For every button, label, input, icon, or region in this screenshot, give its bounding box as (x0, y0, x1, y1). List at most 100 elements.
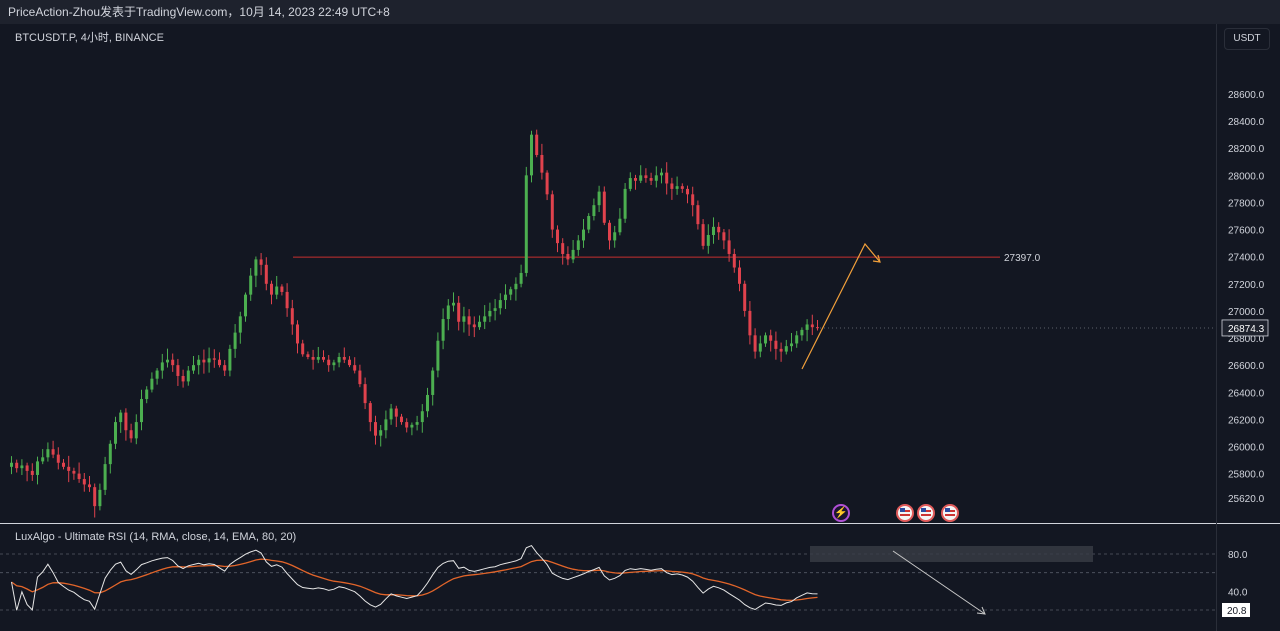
candle-body (623, 188, 627, 219)
candle-body (446, 305, 450, 320)
rsi-level-label: 80.0 (1228, 550, 1248, 561)
candle-body (701, 224, 705, 246)
candle-body (218, 359, 221, 366)
y-tick-label: 28200.0 (1228, 144, 1265, 155)
candle-body (171, 359, 175, 366)
y-tick-label: 25800.0 (1228, 470, 1265, 481)
current-price-label: 26874.3 (1228, 324, 1265, 335)
candle-body (727, 240, 731, 254)
y-tick-label: 25620.0 (1228, 494, 1265, 505)
candle-body (322, 357, 325, 360)
candle-body (192, 365, 195, 371)
candle-body (441, 319, 445, 341)
y-tick-label: 27600.0 (1228, 226, 1265, 237)
candle-body (384, 419, 388, 431)
candle-body (420, 411, 424, 423)
candle-body (285, 291, 289, 309)
candle-body (358, 370, 362, 385)
candle-body (540, 155, 544, 173)
candle-body (25, 465, 29, 471)
candle-body (301, 343, 305, 355)
us-flag-icon[interactable] (896, 504, 914, 522)
candle-body (660, 172, 663, 176)
rsi-pane: 80.0 40.0 20.8 (0, 544, 1250, 617)
candle-body (587, 216, 591, 230)
candle-body (488, 310, 492, 317)
candle-body (160, 362, 164, 371)
y-tick-label: 27200.0 (1228, 280, 1265, 291)
candle-body (280, 286, 284, 292)
candle-body (316, 357, 320, 360)
candle-body (628, 178, 632, 189)
candle-body (472, 324, 476, 328)
candle-body (166, 359, 169, 363)
us-flag-icon[interactable] (917, 504, 935, 522)
us-flag-icon[interactable] (941, 504, 959, 522)
candle-body (758, 343, 762, 352)
candle-body (93, 487, 97, 507)
candle-body (270, 283, 273, 295)
candle-body (62, 462, 65, 467)
resistance-group: 27397.0 (293, 253, 1041, 264)
candle-body (810, 324, 814, 328)
candle-body (405, 422, 409, 428)
y-tick-label: 28000.0 (1228, 171, 1265, 182)
candle-body (394, 408, 398, 417)
candle-body (732, 253, 736, 268)
rsi-signal-line (11, 558, 818, 602)
candle-body (436, 340, 440, 371)
candle-body (498, 300, 502, 309)
candle-body (82, 479, 86, 485)
candle-body (296, 324, 299, 344)
candle-body (691, 194, 695, 206)
candle-body (467, 316, 471, 325)
candle-body (415, 422, 419, 425)
candle-body (431, 370, 435, 395)
lightning-icon[interactable]: ⚡ (832, 504, 850, 522)
candle-body (524, 175, 528, 273)
publish-info-bar: PriceAction-Zhou发表于TradingView.com，10月 1… (0, 0, 1280, 24)
candle-body (426, 394, 429, 412)
candle-body (519, 272, 523, 284)
candle-body (72, 470, 76, 474)
candle-body (618, 218, 622, 233)
candle-body (805, 324, 809, 330)
candle-body (670, 183, 674, 189)
candle-body (566, 253, 570, 260)
candle-body (696, 205, 700, 225)
rsi-level-label: 40.0 (1228, 587, 1248, 598)
candle-body (150, 378, 154, 390)
candle-body (36, 461, 39, 475)
projection-path (801, 242, 881, 370)
candle-body (509, 289, 513, 295)
candle-body (41, 457, 45, 462)
y-tick-label: 26200.0 (1228, 415, 1265, 426)
candle-body (753, 335, 757, 352)
y-tick-label: 27400.0 (1228, 253, 1265, 264)
candle-body (332, 362, 336, 366)
currency-button[interactable]: USDT (1224, 28, 1270, 50)
candle-body (639, 175, 643, 181)
candle-body (327, 359, 331, 366)
candle-body (680, 186, 684, 189)
candle-body (119, 412, 123, 423)
rsi-indicator-title: LuxAlgo - Ultimate RSI (14, RMA, close, … (15, 531, 297, 543)
candle-body (202, 359, 206, 363)
rsi-annotation-arrow (892, 550, 986, 615)
candle-body (452, 302, 455, 306)
candle-body (779, 348, 783, 352)
candle-body (10, 462, 13, 467)
candle-body (410, 424, 414, 428)
candle-body (706, 234, 710, 246)
y-tick-label: 28600.0 (1228, 90, 1265, 101)
candle-body (597, 191, 601, 206)
candle-body (545, 172, 549, 195)
candle-body (738, 267, 741, 284)
candle-body (483, 316, 487, 322)
candle-body (613, 232, 617, 241)
current-price-box (1221, 319, 1269, 337)
y-tick-label: 28400.0 (1228, 117, 1265, 128)
candle-body (675, 186, 679, 189)
candle-body (764, 335, 767, 344)
